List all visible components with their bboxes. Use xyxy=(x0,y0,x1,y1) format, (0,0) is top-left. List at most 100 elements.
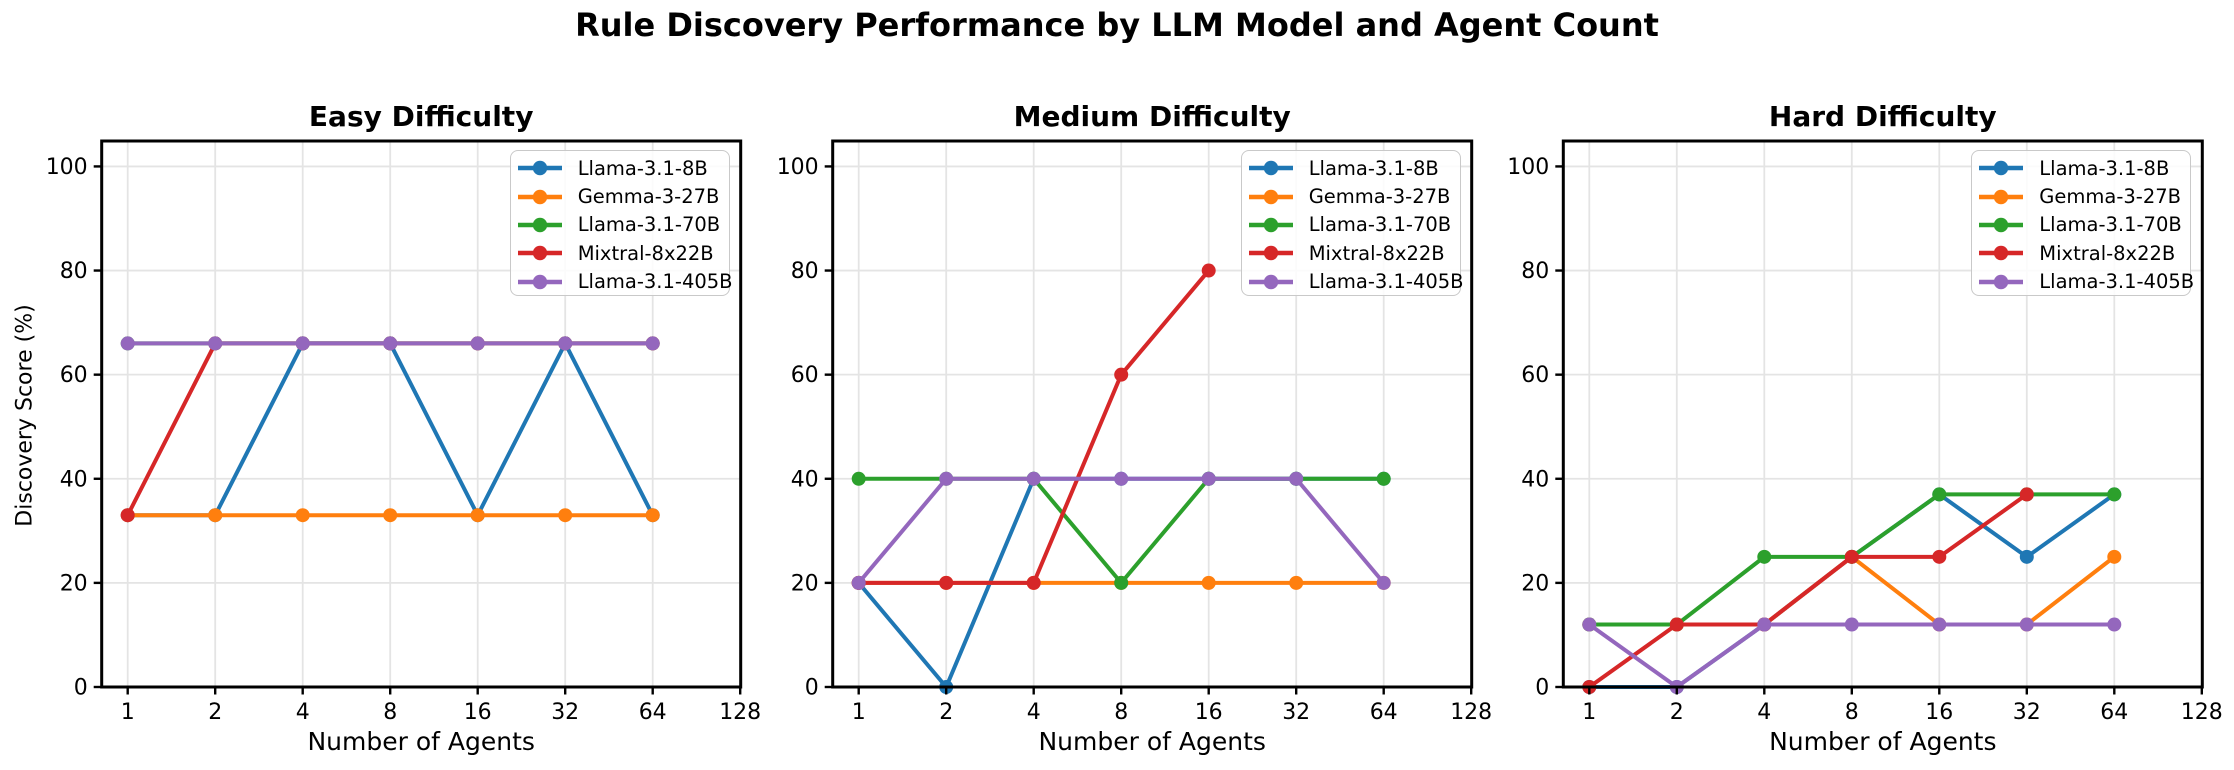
legend-marker xyxy=(532,217,547,233)
data-point-mixtral-8x22b xyxy=(1114,367,1129,382)
x-tick-label: 1 xyxy=(852,700,866,725)
x-tick-label: 8 xyxy=(383,700,397,725)
y-tick-label: 100 xyxy=(1507,155,1549,180)
x-tick-label: 64 xyxy=(1370,700,1398,725)
y-tick-label: 0 xyxy=(1535,676,1549,701)
data-point-llama-3-1-405b xyxy=(470,336,485,351)
data-point-llama-3-1-8b xyxy=(2019,549,2034,564)
legend-item-llama-3-1-70b: Llama-3.1-70B xyxy=(1248,211,1460,239)
data-point-llama-3-1-70b xyxy=(2107,487,2122,502)
data-point-llama-3-1-405b xyxy=(2019,617,2034,632)
y-tick-label: 20 xyxy=(1521,571,1549,596)
data-point-llama-3-1-405b xyxy=(558,336,573,351)
legend-swatch xyxy=(1248,189,1293,204)
data-point-llama-3-1-405b xyxy=(383,336,398,351)
legend-item-llama-3-1-405b: Llama-3.1-405B xyxy=(1248,268,1464,296)
legend-marker xyxy=(1994,246,2009,261)
x-tick-label: 2 xyxy=(208,700,222,725)
legend-label: Llama-3.1-8B xyxy=(1308,156,1439,180)
legend-label: Llama-3.1-70B xyxy=(2039,213,2182,237)
x-tick-label: 32 xyxy=(2013,700,2041,725)
legend-item-llama-3-1-8b: Llama-3.1-8B xyxy=(517,154,729,182)
legend: Llama-3.1-8B Gemma-3-27B Llama-3.1-70B Mixt… xyxy=(1971,150,2195,296)
y-tick-label: 60 xyxy=(60,363,88,388)
legend-item-llama-3-1-70b: Llama-3.1-70B xyxy=(1978,211,2190,239)
legend-marker xyxy=(532,189,547,204)
x-tick-label: 16 xyxy=(1195,700,1223,725)
data-point-llama-3-1-405b xyxy=(208,336,223,351)
y-tick-label: 40 xyxy=(1521,467,1549,492)
x-tick-label: 1 xyxy=(121,700,135,725)
x-tick-label: 64 xyxy=(639,700,667,725)
legend-marker xyxy=(1994,160,2009,176)
series-line-mixtral-8x22b xyxy=(1587,492,2029,689)
legend-swatch xyxy=(517,189,562,204)
legend-swatch xyxy=(1979,274,2024,289)
axis-spine xyxy=(831,139,1474,689)
x-tick-label: 128 xyxy=(719,700,761,725)
legend-label: Llama-3.1-405B xyxy=(1308,270,1464,294)
legend-swatch xyxy=(1248,274,1293,289)
legend-item-gemma-3-27b: Gemma-3-27B xyxy=(1248,182,1460,210)
data-point-mixtral-8x22b xyxy=(939,575,954,590)
data-point-llama-3-1-405b xyxy=(1757,617,1772,632)
y-tick-label: 40 xyxy=(791,467,819,492)
legend-item-llama-3-1-8b: Llama-3.1-8B xyxy=(1978,154,2190,182)
legend-label: Mixtral-8x22B xyxy=(2039,241,2176,265)
y-tick-label: 60 xyxy=(791,363,819,388)
y-tick-label: 0 xyxy=(74,676,88,701)
legend-swatch xyxy=(1979,189,2024,204)
x-tick-label: 64 xyxy=(2100,700,2128,725)
legend-swatch xyxy=(1979,217,2024,233)
y-tick-label: 0 xyxy=(805,676,819,701)
legend-item-mixtral-8x22b: Mixtral-8x22B xyxy=(1248,239,1460,267)
legend-item-llama-3-1-8b: Llama-3.1-8B xyxy=(1248,154,1460,182)
data-point-gemma-3-27b xyxy=(470,508,485,523)
data-point-llama-3-1-405b xyxy=(1932,617,1947,632)
legend-marker xyxy=(1994,217,2009,233)
x-tick-label: 2 xyxy=(939,700,953,725)
legend-swatch xyxy=(1979,160,2024,176)
data-point-llama-3-1-405b xyxy=(1289,471,1304,486)
data-point-llama-3-1-70b xyxy=(1757,549,1772,564)
data-point-llama-3-1-405b xyxy=(851,575,866,590)
figure-title: Rule Discovery Performance by LLM Model … xyxy=(575,6,1659,44)
y-tick-label: 100 xyxy=(777,155,819,180)
x-axis-label: Number of Agents xyxy=(1769,727,1997,756)
x-tick-label: 1 xyxy=(1582,700,1596,725)
legend-label: Gemma-3-27B xyxy=(1308,185,1451,209)
legend-swatch xyxy=(517,217,562,233)
y-tick-label: 20 xyxy=(791,571,819,596)
axis-spine xyxy=(100,139,743,689)
legend: Llama-3.1-8B Gemma-3-27B Llama-3.1-70B Mixt… xyxy=(1240,150,1464,296)
legend-swatch xyxy=(1248,160,1293,176)
x-tick-label: 128 xyxy=(2181,700,2223,725)
data-point-mixtral-8x22b xyxy=(120,508,135,523)
legend-label: Llama-3.1-405B xyxy=(577,270,733,294)
legend-label: Llama-3.1-8B xyxy=(577,156,708,180)
y-tick-label: 40 xyxy=(60,467,88,492)
legend-item-gemma-3-27b: Gemma-3-27B xyxy=(1978,182,2190,210)
data-point-llama-3-1-405b xyxy=(1201,471,1216,486)
y-tick-label: 80 xyxy=(60,259,88,284)
data-point-gemma-3-27b xyxy=(208,508,223,523)
legend-swatch xyxy=(517,246,562,261)
legend-marker xyxy=(1994,189,2009,204)
legend-label: Mixtral-8x22B xyxy=(577,241,714,265)
data-point-mixtral-8x22b xyxy=(1932,549,1947,564)
data-point-llama-3-1-405b xyxy=(1114,471,1129,486)
data-point-gemma-3-27b xyxy=(295,508,310,523)
legend-item-mixtral-8x22b: Mixtral-8x22B xyxy=(517,239,729,267)
legend-marker xyxy=(1994,274,2009,289)
x-tick-label: 4 xyxy=(296,700,310,725)
legend-label: Llama-3.1-70B xyxy=(1308,213,1452,237)
legend-marker xyxy=(1263,246,1278,261)
panel-title-medium: Medium Difficulty xyxy=(1013,100,1291,133)
panel-title-easy: Easy Difficulty xyxy=(308,100,534,133)
legend-marker xyxy=(532,246,547,261)
axis-spine xyxy=(1561,139,2204,689)
x-axis-label: Number of Agents xyxy=(307,727,535,756)
data-point-llama-3-1-405b xyxy=(939,471,954,486)
legend-label: Llama-3.1-405B xyxy=(2039,270,2195,294)
